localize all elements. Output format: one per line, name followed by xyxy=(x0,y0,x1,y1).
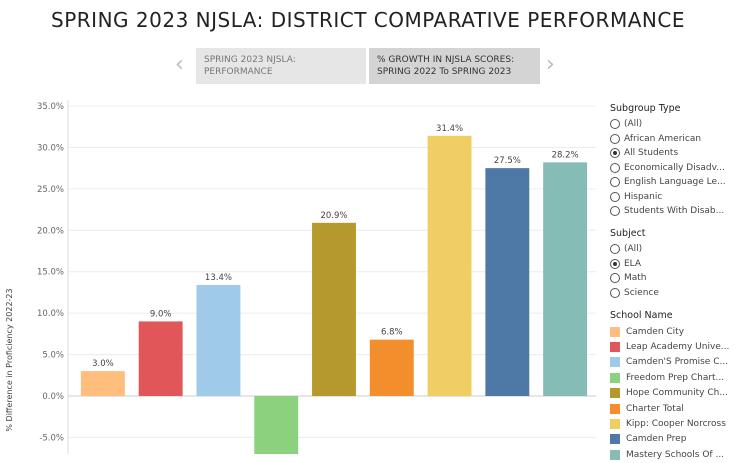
dashboard-title: SPRING 2023 NJSLA: DISTRICT COMPARATIVE … xyxy=(51,8,685,32)
legend-swatch xyxy=(610,434,620,445)
legend-item[interactable]: Kipp: Cooper Norcross xyxy=(610,416,734,431)
radio-button[interactable] xyxy=(610,191,620,202)
legend-item[interactable]: Camden City xyxy=(610,324,734,339)
story-tab-performance[interactable]: SPRING 2023 NJSLA: PERFORMANCE xyxy=(196,48,366,84)
legend-item[interactable]: Freedom Prep Chart... xyxy=(610,370,734,385)
y-tick-label: 10.0% xyxy=(37,309,64,319)
subject-option[interactable]: Science xyxy=(610,286,734,301)
radio-button[interactable] xyxy=(610,273,620,284)
subgroup-option[interactable]: Students With Disab... xyxy=(610,204,734,219)
legend-label: Kipp: Cooper Norcross xyxy=(626,419,726,430)
radio-button[interactable] xyxy=(610,244,620,255)
radio-button[interactable] xyxy=(610,206,620,217)
y-tick-label: 35.0% xyxy=(37,102,64,112)
subject-option-label: Science xyxy=(624,287,659,298)
legend-swatch xyxy=(610,449,620,460)
subgroup-option-label: Economically Disadv... xyxy=(624,162,725,173)
legend-item[interactable]: Camden'S Promise C... xyxy=(610,355,734,370)
subgroup-option-label: Hispanic xyxy=(624,191,663,202)
legend-label: Charter Total xyxy=(626,403,684,414)
y-tick-label: 15.0% xyxy=(37,268,64,278)
subgroup-option[interactable]: (All) xyxy=(610,117,734,132)
data-label: 6.8% xyxy=(381,328,403,338)
subject-option-label: Math xyxy=(624,273,647,284)
chevron-left-icon[interactable]: ‹ xyxy=(175,52,184,77)
subject-option[interactable]: ELA xyxy=(610,257,734,272)
bar xyxy=(196,284,241,396)
data-label: 9.0% xyxy=(150,309,172,319)
legend-swatch xyxy=(610,403,620,414)
subgroup-option-label: African American xyxy=(624,133,702,144)
radio-button[interactable] xyxy=(610,177,620,188)
radio-button[interactable] xyxy=(610,119,620,130)
legend-label: Hope Community Ch... xyxy=(626,388,728,399)
legend-swatch xyxy=(610,388,620,399)
subgroup-option-label: English Language Le... xyxy=(624,177,726,188)
subject-option[interactable]: (All) xyxy=(610,242,734,257)
legend-label: Camden Prep xyxy=(626,434,687,445)
radio-button[interactable] xyxy=(610,148,620,159)
y-axis-title: % Difference in Proficiency 2022-23 xyxy=(5,288,14,431)
radio-button[interactable] xyxy=(610,258,620,269)
radio-button[interactable] xyxy=(610,133,620,144)
subject-option-label: (All) xyxy=(624,244,643,255)
story-tab-growth[interactable]: % GROWTH IN NJSLA SCORES: SPRING 2022 To… xyxy=(369,48,540,84)
legend-item[interactable]: Charter Total xyxy=(610,401,734,416)
bar xyxy=(138,321,183,396)
y-tick-label: 5.0% xyxy=(42,351,64,361)
subgroup-option[interactable]: Hispanic xyxy=(610,190,734,205)
bar xyxy=(369,339,414,396)
y-tick-label: 0.0% xyxy=(42,392,64,402)
legend-label: Camden'S Promise C... xyxy=(626,357,729,368)
bar xyxy=(80,371,125,396)
bar xyxy=(427,135,472,397)
data-label: 3.0% xyxy=(92,359,114,369)
subgroup-option-label: (All) xyxy=(624,119,643,130)
data-label: 13.4% xyxy=(205,273,232,283)
legend-swatch xyxy=(610,357,620,368)
school-legend: School Name Camden City Leap Academy Univ… xyxy=(610,310,734,463)
data-label: 27.5% xyxy=(494,156,521,166)
radio-button[interactable] xyxy=(610,162,620,173)
bar xyxy=(312,222,356,396)
bar xyxy=(485,168,530,396)
bar xyxy=(254,396,299,454)
y-tick-label: -5.0% xyxy=(39,433,64,443)
legend-swatch xyxy=(610,419,620,430)
y-tick-label: 20.0% xyxy=(37,226,64,236)
legend-label: Mastery Schools Of ... xyxy=(626,449,725,460)
subject-option-label: ELA xyxy=(624,258,642,269)
y-tick-label: 30.0% xyxy=(37,143,64,153)
radio-button[interactable] xyxy=(610,287,620,298)
subgroup-option-label: All Students xyxy=(624,148,679,159)
legend-swatch xyxy=(610,326,620,337)
subject-option[interactable]: Math xyxy=(610,271,734,286)
bar-chart: 35.0% 30.0% 25.0% 20.0% 15.0% 10.0% 5.0% 0.0% -5… xyxy=(5,100,596,454)
subgroup-option[interactable]: Economically Disadv... xyxy=(610,161,734,176)
legend-item[interactable]: Leap Academy Unive... xyxy=(610,339,734,354)
subgroup-filter: Subgroup Type (All) African American All S… xyxy=(610,103,734,219)
subgroup-option[interactable]: African American xyxy=(610,132,734,147)
subgroup-option[interactable]: All Students xyxy=(610,146,734,161)
data-label: 28.2% xyxy=(552,150,579,160)
chevron-right-icon[interactable]: › xyxy=(546,52,555,77)
legend-item[interactable]: Camden Prep xyxy=(610,432,734,447)
school-legend-title: School Name xyxy=(610,310,673,321)
legend-label: Freedom Prep Chart... xyxy=(626,372,725,383)
subgroup-filter-title: Subgroup Type xyxy=(610,103,681,114)
legend-swatch xyxy=(610,372,620,383)
subgroup-option-label: Students With Disab... xyxy=(624,206,725,217)
subgroup-option[interactable]: English Language Le... xyxy=(610,175,734,190)
legend-swatch xyxy=(610,342,620,353)
bar xyxy=(543,162,588,396)
legend-item[interactable]: Hope Community Ch... xyxy=(610,386,734,401)
subject-filter: Subject (All) ELA Math Science xyxy=(610,228,734,300)
data-label: 31.4% xyxy=(436,124,463,134)
y-tick-label: 25.0% xyxy=(37,185,64,195)
legend-label: Camden City xyxy=(626,326,685,337)
subject-filter-title: Subject xyxy=(610,228,646,239)
legend-label: Leap Academy Unive... xyxy=(626,342,730,353)
legend-item[interactable]: Mastery Schools Of ... xyxy=(610,447,734,462)
data-label: 20.9% xyxy=(320,211,347,221)
